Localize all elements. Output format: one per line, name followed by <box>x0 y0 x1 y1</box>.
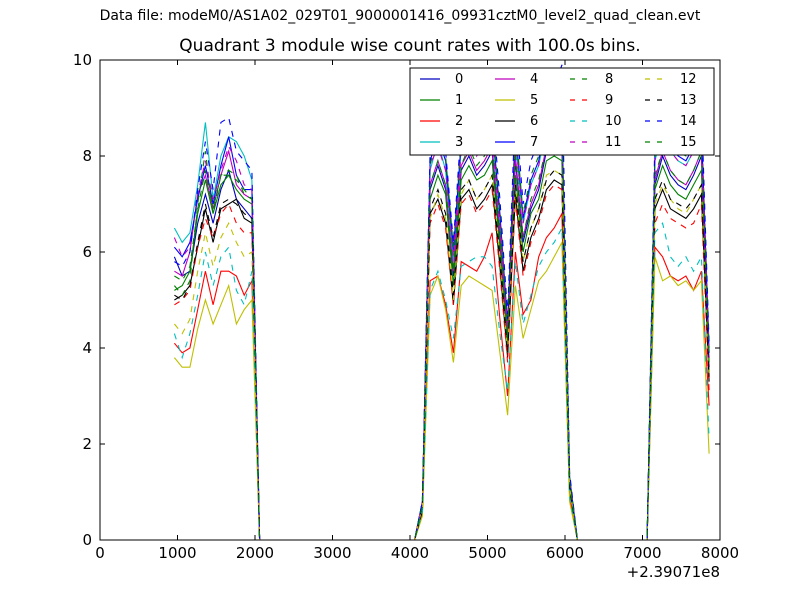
series-line-11 <box>173 116 710 541</box>
legend-label-14: 14 <box>680 114 697 129</box>
x-tick-label: 0 <box>95 544 105 562</box>
legend-label-4: 4 <box>530 72 538 87</box>
legend-label-2: 2 <box>455 114 463 129</box>
chart-title: Quadrant 3 module wise count rates with … <box>179 36 641 56</box>
series-layer <box>173 64 710 541</box>
legend-label-15: 15 <box>680 135 697 150</box>
legend-label-1: 1 <box>455 93 463 108</box>
y-tick-label: 4 <box>82 339 92 357</box>
x-tick-label: 2000 <box>236 544 274 562</box>
y-tick-label: 8 <box>82 147 92 165</box>
y-tick-label: 6 <box>82 243 92 261</box>
figure-suptitle: Data file: modeM0/AS1A02_029T01_90000014… <box>99 8 701 24</box>
x-tick-label: 8000 <box>701 544 739 562</box>
y-tick-label: 2 <box>82 435 92 453</box>
y-tick-label: 10 <box>73 51 92 69</box>
series-line-10 <box>173 221 710 541</box>
x-offset-label: +2.39071e8 <box>627 563 720 581</box>
x-tick-label: 7000 <box>623 544 661 562</box>
x-tick-label: 6000 <box>546 544 584 562</box>
series-line-14 <box>174 64 710 541</box>
legend-frame <box>409 67 715 156</box>
legend-label-5: 5 <box>530 93 538 108</box>
legend-label-10: 10 <box>605 114 622 129</box>
series-line-15 <box>174 136 710 541</box>
legend-label-7: 7 <box>530 135 538 150</box>
legend-label-0: 0 <box>455 72 463 87</box>
x-tick-label: 5000 <box>468 544 506 562</box>
y-tick-label: 0 <box>82 531 92 549</box>
legend-label-11: 11 <box>605 135 622 150</box>
legend-label-3: 3 <box>455 135 463 150</box>
x-tick-label: 1000 <box>158 544 196 562</box>
legend-label-13: 13 <box>680 93 697 108</box>
legend-label-6: 6 <box>530 114 538 129</box>
x-tick-label: 4000 <box>391 544 429 562</box>
legend-label-12: 12 <box>680 72 697 87</box>
legend-label-9: 9 <box>605 93 613 108</box>
legend-label-8: 8 <box>605 72 613 87</box>
x-tick-label: 3000 <box>313 544 351 562</box>
